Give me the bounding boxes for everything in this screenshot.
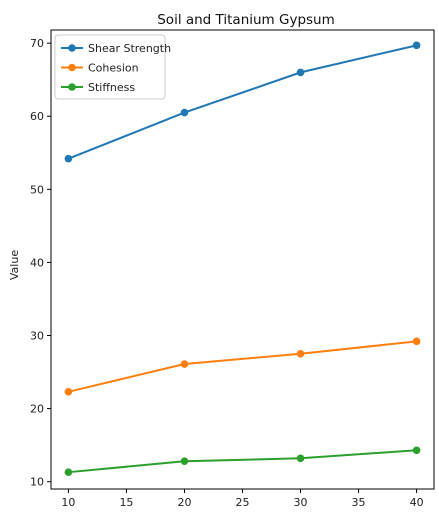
data-point bbox=[296, 454, 305, 463]
x-tick-label: 25 bbox=[236, 496, 250, 509]
legend-box bbox=[54, 34, 166, 100]
chart-title: Soil and Titanium Gypsum bbox=[157, 12, 335, 28]
y-tick-label: 40 bbox=[30, 256, 44, 269]
series-2 bbox=[64, 446, 421, 476]
legend-label: Stiffness bbox=[88, 81, 135, 94]
data-point bbox=[64, 387, 73, 396]
data-point bbox=[412, 446, 421, 455]
series-line bbox=[68, 340, 417, 393]
x-tick-label: 35 bbox=[352, 496, 366, 509]
legend-marker bbox=[68, 44, 76, 52]
legend-label: Cohesion bbox=[88, 62, 139, 75]
y-tick-label: 60 bbox=[30, 110, 44, 123]
data-point bbox=[64, 154, 73, 163]
data-point bbox=[296, 68, 305, 77]
x-tick-label: 15 bbox=[119, 496, 133, 509]
y-tick-label: 70 bbox=[30, 37, 44, 50]
data-point bbox=[412, 337, 421, 346]
data-point bbox=[180, 360, 189, 368]
series-line bbox=[68, 44, 417, 160]
data-point bbox=[412, 41, 421, 50]
series-group bbox=[64, 41, 421, 476]
data-point bbox=[296, 349, 305, 358]
legend-marker bbox=[68, 83, 76, 91]
legend: Shear Strength Cohesion Stiffness bbox=[54, 34, 171, 100]
axis-ticks: 10 15 20 25 30 35 40 10 20 30 40 50 60 70 bbox=[30, 37, 424, 509]
y-axis-label: Value bbox=[8, 250, 21, 280]
data-point bbox=[180, 457, 189, 466]
x-tick-label: 30 bbox=[294, 496, 308, 509]
x-tick-label: 10 bbox=[61, 496, 75, 509]
y-tick-label: 50 bbox=[30, 183, 44, 196]
data-point bbox=[180, 108, 189, 117]
legend-label: Shear Strength bbox=[88, 42, 171, 55]
series-line bbox=[68, 449, 417, 474]
x-tick-label: 40 bbox=[410, 496, 424, 509]
series-1 bbox=[64, 337, 421, 396]
y-tick-label: 30 bbox=[30, 330, 44, 343]
y-tick-label: 20 bbox=[30, 403, 44, 416]
legend-marker bbox=[68, 63, 76, 72]
series-0 bbox=[64, 41, 421, 163]
y-tick-label: 10 bbox=[30, 476, 44, 489]
data-point bbox=[64, 468, 73, 476]
x-tick-label: 20 bbox=[177, 496, 191, 509]
